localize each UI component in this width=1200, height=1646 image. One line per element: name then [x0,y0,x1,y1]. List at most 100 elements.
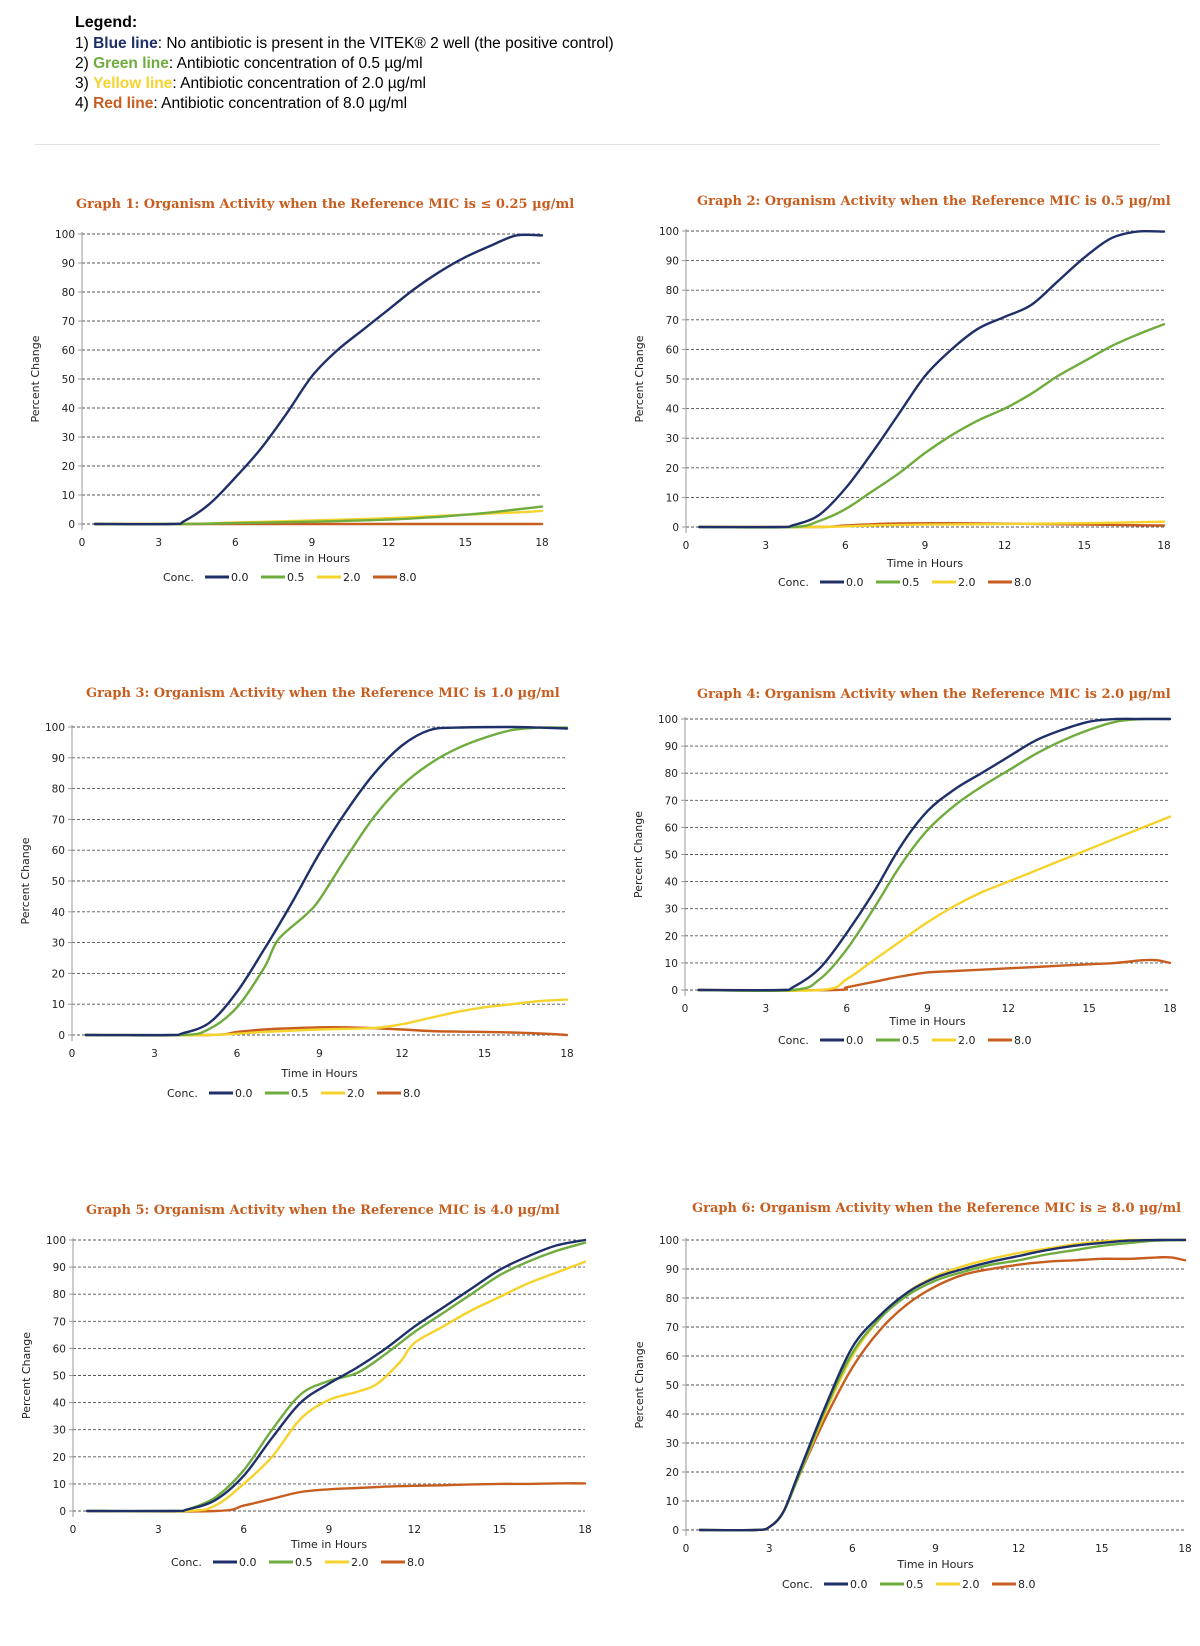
y-tick-label: 100 [658,714,678,726]
legend-label: 0.5 [287,571,305,584]
series-line-0-0 [697,717,1172,992]
y-tick-label: 100 [659,226,679,238]
series-line-0-0 [84,725,569,1037]
x-tick-label: 15 [493,1524,506,1536]
legend-label: 0.0 [235,1087,253,1100]
legend-label: 0.5 [906,1578,924,1591]
chart-title: Graph 4: Organism Activity when the Refe… [697,687,1171,702]
x-tick-label: 3 [762,540,769,552]
x-tick-label: 15 [1095,1543,1108,1555]
y-tick-label: 60 [665,822,678,834]
y-tick-label: 50 [666,1380,679,1392]
y-tick-label: 40 [52,907,65,919]
chart-title: Graph 3: Organism Activity when the Refe… [86,686,560,701]
y-tick-label: 80 [53,1289,66,1301]
x-tick-label: 9 [326,1524,333,1536]
x-tick-label: 0 [79,537,86,549]
legend-block: Legend: 1) Blue line: No antibiotic is p… [75,12,614,114]
chart-title: Graph 6: Organism Activity when the Refe… [692,1201,1181,1216]
y-tick-label: 50 [666,374,679,386]
x-tick-label: 15 [1078,540,1091,552]
y-tick-label: 10 [665,958,678,970]
x-tick-label: 0 [683,1543,690,1555]
y-axis-label: Percent Change [633,1341,646,1428]
series-line-0-0 [698,229,1166,529]
y-tick-label: 50 [665,850,678,862]
y-tick-label: 0 [672,1525,679,1537]
y-tick-label: 0 [58,1030,65,1042]
x-axis-label: Time in Hours [290,1538,367,1551]
series-line-0-5 [86,1241,587,1513]
x-tick-label: 6 [240,1524,247,1536]
x-tick-label: 6 [232,537,239,549]
chart-legend-title: Conc. [778,1034,809,1047]
section-divider [35,144,1160,145]
y-tick-label: 10 [666,492,679,504]
chart-panel-2: Graph 2: Organism Activity when the Refe… [633,194,1171,589]
y-tick-label: 60 [52,845,65,857]
y-tick-label: 70 [53,1316,66,1328]
x-tick-label: 12 [408,1524,421,1536]
legend-label: 0.0 [850,1578,868,1591]
legend-item-text: : Antibiotic concentration of 2.0 µg/ml [172,75,426,92]
chart-legend-title: Conc. [163,571,194,584]
x-tick-label: 18 [1178,1543,1191,1555]
x-tick-label: 15 [459,537,472,549]
legend-item-label: Green line [93,55,169,72]
y-tick-label: 40 [666,404,679,416]
y-tick-label: 80 [665,768,678,780]
legend-label: 0.5 [902,576,920,589]
x-tick-label: 18 [578,1524,591,1536]
y-tick-label: 70 [666,1322,679,1334]
legend-item-blue: 1) Blue line: No antibiotic is present i… [75,34,614,54]
y-tick-label: 60 [666,1351,679,1363]
legend-item-number: 2) [75,55,94,72]
series-line-0-0 [86,1238,587,1513]
y-tick-label: 20 [62,461,75,473]
chart-title: Graph 1: Organism Activity when the Refe… [76,197,574,212]
legend-item-text: : Antibiotic concentration of 0.5 µg/ml [168,55,423,72]
y-tick-label: 30 [666,1438,679,1450]
x-tick-label: 15 [478,1048,491,1060]
chart-title: Graph 2: Organism Activity when the Refe… [697,194,1171,209]
series-line-2-0 [698,520,1166,529]
legend-label: 8.0 [1014,1034,1032,1047]
y-tick-label: 70 [62,316,75,328]
y-axis-label: Percent Change [632,811,645,898]
legend-label: 2.0 [343,571,361,584]
x-tick-label: 12 [1012,1543,1025,1555]
chart-legend-title: Conc. [167,1087,198,1100]
x-tick-label: 0 [682,1003,689,1015]
y-tick-label: 30 [666,433,679,445]
y-tick-label: 90 [52,753,65,765]
legend-item-red: 4) Red line: Antibiotic concentration of… [75,94,614,114]
x-tick-label: 3 [155,1524,162,1536]
x-tick-label: 9 [316,1048,323,1060]
y-tick-label: 70 [665,795,678,807]
chart-panel-5: Graph 5: Organism Activity when the Refe… [20,1203,592,1569]
x-tick-label: 3 [766,1543,773,1555]
legend-heading: Legend: [75,14,138,31]
x-tick-label: 9 [924,1003,931,1015]
legend-label: 0.0 [846,576,864,589]
y-tick-label: 50 [62,374,75,386]
y-tick-label: 90 [62,258,75,270]
legend-label: 2.0 [958,576,976,589]
legend-item-number: 1) [75,35,94,52]
y-tick-label: 100 [659,1235,679,1247]
chart-panel-3: Graph 3: Organism Activity when the Refe… [19,686,574,1100]
x-tick-label: 18 [1163,1003,1176,1015]
series-line-2-0 [84,998,569,1037]
x-tick-label: 0 [70,1524,77,1536]
series-line-0-5 [93,505,544,526]
y-axis-label: Percent Change [20,1332,33,1419]
y-tick-label: 60 [62,345,75,357]
series-line-8-0 [86,1482,587,1513]
y-tick-label: 30 [62,432,75,444]
x-axis-label: Time in Hours [280,1067,357,1080]
x-tick-label: 3 [151,1048,158,1060]
legend-label: 0.0 [239,1556,257,1569]
y-tick-label: 0 [59,1506,66,1518]
x-tick-label: 0 [683,540,690,552]
x-axis-label: Time in Hours [888,1015,965,1028]
